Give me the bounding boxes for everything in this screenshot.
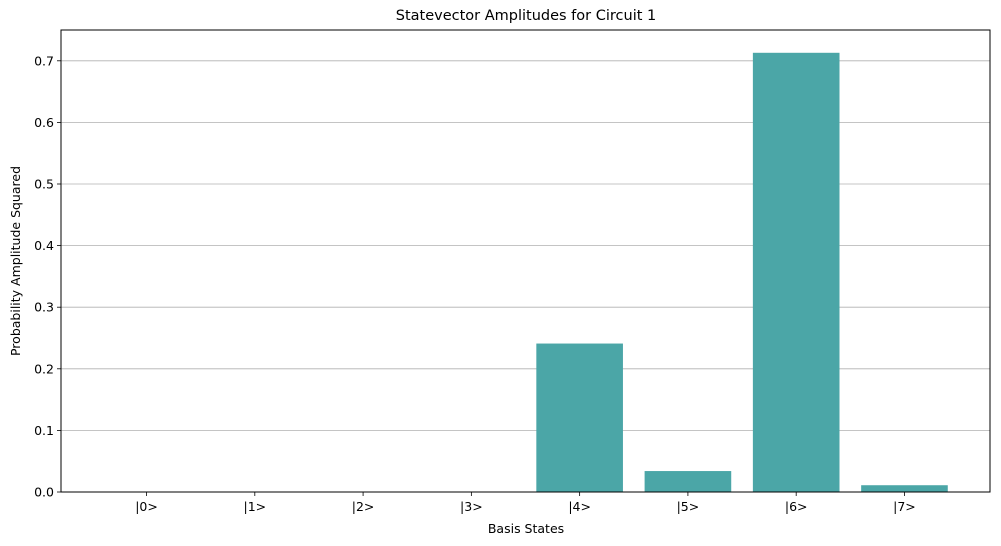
bars xyxy=(536,52,948,493)
x-tick-label: |2> xyxy=(352,499,375,514)
y-axis-ticks: 0.0 0.1 0.2 0.3 0.4 0.5 0.6 0.7 xyxy=(34,53,61,500)
y-tick-label: 0.0 xyxy=(34,485,54,500)
x-tick-label: |4> xyxy=(568,499,591,514)
y-tick-label: 0.1 xyxy=(34,423,54,438)
bar xyxy=(861,485,948,492)
y-tick-label: 0.7 xyxy=(34,53,54,68)
y-tick-label: 0.4 xyxy=(34,238,54,253)
y-gridlines xyxy=(61,60,990,431)
y-axis-label: Probability Amplitude Squared xyxy=(8,166,23,356)
x-tick-label: |7> xyxy=(893,499,916,514)
plot-frame xyxy=(60,29,991,493)
x-axis-label: Basis States xyxy=(488,521,564,536)
x-tick-label: |3> xyxy=(460,499,483,514)
bar xyxy=(752,52,840,493)
y-tick-label: 0.5 xyxy=(34,177,54,192)
y-tick-label: 0.6 xyxy=(34,115,54,130)
x-tick-label: |6> xyxy=(785,499,808,514)
y-tick-label: 0.2 xyxy=(34,361,54,376)
x-tick-label: |0> xyxy=(135,499,158,514)
bar xyxy=(536,343,623,492)
x-tick-label: |1> xyxy=(243,499,266,514)
bar xyxy=(644,471,732,492)
y-tick-label: 0.3 xyxy=(34,300,54,315)
x-axis-ticks: |0> |1> |2> |3> |4> |5> |6> |7> xyxy=(135,492,916,514)
x-tick-label: |5> xyxy=(677,499,700,514)
chart-title: Statevector Amplitudes for Circuit 1 xyxy=(396,8,657,24)
